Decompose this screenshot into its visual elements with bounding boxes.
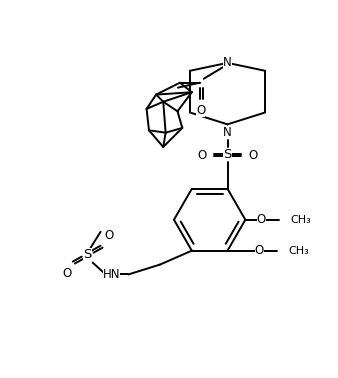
Text: O: O [249, 149, 258, 162]
Text: HN: HN [103, 268, 120, 281]
Text: O: O [197, 149, 207, 162]
Text: CH₃: CH₃ [290, 215, 311, 225]
Text: CH₃: CH₃ [288, 246, 309, 256]
Text: O: O [255, 244, 264, 257]
Text: N: N [223, 56, 232, 70]
Text: O: O [104, 229, 113, 242]
Text: S: S [223, 148, 232, 161]
Text: S: S [83, 248, 92, 261]
Text: O: O [257, 213, 266, 226]
Text: N: N [223, 126, 232, 139]
Text: O: O [196, 104, 206, 117]
Text: O: O [62, 267, 71, 280]
